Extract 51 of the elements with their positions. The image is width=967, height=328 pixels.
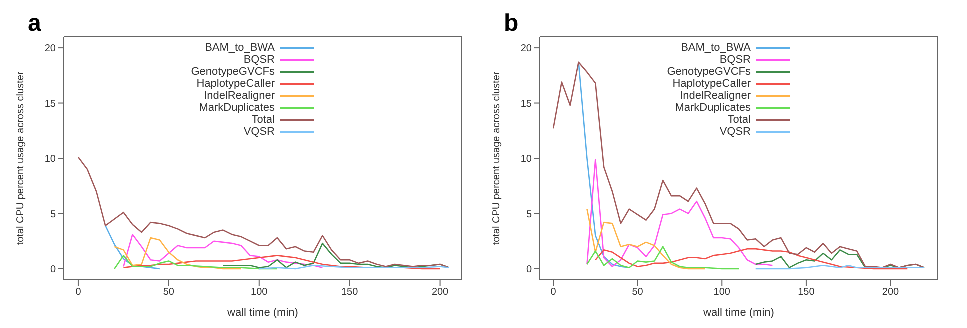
y-tick-label: 5 [526, 209, 532, 220]
legend-label: Total [726, 114, 751, 126]
line-series [78, 156, 450, 268]
legend-label: MarkDuplicates [674, 102, 751, 114]
legend-label: HaplotypeCaller [196, 78, 275, 90]
x-tick-label: 150 [798, 287, 816, 298]
line-series [114, 237, 242, 270]
y-tick-label: 10 [520, 154, 532, 166]
legend-label: IndelRealigner [203, 90, 275, 102]
legend-label: MarkDuplicates [198, 102, 275, 114]
chart-title: b [504, 10, 519, 38]
y-tick-label: 15 [520, 98, 532, 110]
x-tick-label: 50 [632, 287, 644, 298]
line-series [586, 208, 706, 270]
x-tick-label: 100 [714, 287, 731, 298]
legend-label: BQSR [242, 54, 275, 66]
y-tick-label: 20 [520, 44, 532, 55]
line-series [595, 248, 908, 270]
chart-title: a [28, 10, 42, 38]
x-tick-label: 100 [251, 287, 268, 298]
x-tick-label: 0 [76, 287, 82, 298]
x-axis-title: wall time (min) [226, 307, 298, 319]
legend-label: GenotypeGVCFs [190, 66, 275, 78]
x-tick-label: 200 [882, 287, 900, 298]
legend-label: IndelRealigner [679, 90, 751, 102]
y-tick-label: 10 [44, 154, 56, 166]
y-tick-label: 5 [50, 209, 56, 220]
y-tick-label: 0 [526, 264, 532, 276]
line-series [123, 234, 324, 268]
legend-label: BAM_to_BWA [680, 42, 751, 54]
y-tick-label: 20 [44, 44, 56, 55]
line-series [114, 255, 278, 270]
x-tick-label: 200 [432, 287, 450, 298]
line-series [578, 62, 630, 268]
y-tick-label: 0 [50, 264, 56, 276]
line-series [586, 158, 774, 268]
y-tick-label: 15 [44, 98, 56, 110]
x-tick-label: 0 [550, 287, 557, 298]
x-tick-label: 150 [341, 287, 359, 298]
y-axis-title: total CPU percent usage across cluster [16, 71, 27, 246]
legend-label: VQSR [718, 126, 751, 138]
line-series [586, 246, 740, 270]
legend-label: GenotypeGVCFs [666, 66, 751, 78]
x-tick-label: 50 [163, 287, 175, 298]
legend-label: Total [250, 114, 275, 126]
legend-label: HaplotypeCaller [672, 78, 751, 90]
legend-label: BAM_to_BWA [204, 42, 275, 54]
x-axis-title: wall time (min) [702, 307, 774, 319]
legend-label: BQSR [718, 54, 751, 66]
y-axis-title: total CPU percent usage across cluster [492, 71, 503, 246]
legend-label: VQSR [242, 126, 275, 138]
